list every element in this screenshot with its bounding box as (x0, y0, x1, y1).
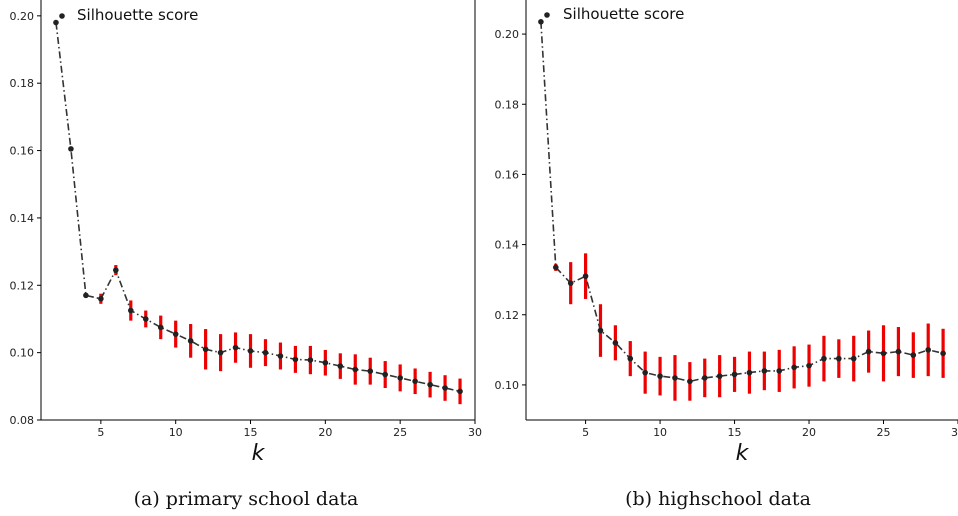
x-axis-label: k (736, 441, 750, 466)
data-point (940, 350, 946, 357)
data-point (806, 362, 812, 369)
data-point (98, 295, 104, 302)
y-tick-label: 0.16 (495, 168, 520, 181)
legend-marker (59, 13, 65, 19)
data-point (142, 316, 149, 322)
data-point (791, 364, 797, 371)
data-point (217, 349, 224, 356)
x-tick-label: 5 (97, 426, 104, 439)
data-point (895, 348, 902, 355)
x-tick-label: 20 (318, 426, 332, 439)
x-tick-label: 20 (802, 426, 816, 439)
data-point (262, 349, 269, 356)
data-point (127, 307, 134, 314)
data-point (701, 375, 708, 381)
data-point (247, 348, 254, 354)
y-tick-label: 0.14 (495, 239, 520, 252)
data-point (672, 375, 678, 381)
y-tick-label: 0.20 (10, 10, 35, 23)
data-point (412, 378, 418, 385)
data-point (397, 375, 403, 381)
y-tick-label: 0.12 (495, 309, 520, 322)
y-tick-label: 0.10 (10, 347, 35, 360)
y-tick-label: 0.08 (10, 414, 35, 427)
caption-primary-school: (a) primary school data (134, 488, 359, 510)
legend-marker (544, 12, 550, 18)
x-tick-label: 15 (244, 426, 258, 439)
data-point (761, 368, 768, 374)
data-point (457, 388, 463, 395)
data-point (925, 347, 932, 353)
data-point (567, 280, 574, 286)
data-point (687, 378, 693, 385)
data-point (865, 348, 872, 355)
series-line (540, 21, 944, 383)
y-tick-label: 0.16 (10, 145, 35, 158)
series-line (55, 22, 461, 393)
y-tick-label: 0.18 (10, 77, 35, 90)
x-tick-label: 15 (728, 426, 742, 439)
data-point (367, 368, 374, 374)
data-point (821, 355, 827, 362)
data-point (746, 369, 753, 376)
data-point (352, 366, 359, 373)
y-tick-label: 0.10 (495, 379, 520, 392)
x-tick-label: 10 (653, 426, 667, 439)
y-tick-label: 0.20 (495, 28, 520, 41)
x-tick-label: 30 (468, 426, 482, 439)
data-point (277, 353, 284, 359)
data-point (582, 273, 589, 279)
data-point (850, 355, 857, 362)
data-point (68, 146, 74, 152)
data-point (442, 385, 448, 391)
data-point (612, 340, 619, 346)
data-point (552, 264, 559, 271)
data-point (337, 363, 344, 369)
y-tick-label: 0.18 (495, 98, 520, 111)
data-point (627, 355, 634, 362)
data-point (538, 19, 544, 25)
x-tick-label: 30 (951, 426, 958, 439)
data-point (307, 357, 314, 363)
data-point (597, 327, 604, 334)
data-point (716, 373, 723, 379)
caption-highschool: (b) highschool data (625, 488, 811, 510)
data-point (53, 19, 59, 26)
data-point (187, 338, 194, 344)
panel-highschool: (b) highschool data 0.10 0.12 0.14 0.16 0.18… (495, 0, 958, 510)
data-point (642, 369, 648, 376)
data-point (776, 368, 783, 374)
y-tick-label: 0.14 (10, 212, 35, 225)
data-point (910, 352, 917, 358)
data-point (880, 350, 887, 357)
x-tick-label: 25 (877, 426, 891, 439)
data-point (172, 331, 179, 337)
data-point (427, 381, 433, 388)
data-point (292, 356, 299, 363)
data-point (157, 324, 164, 331)
panel-primary-school: (a) primary school data 0.08 0.10 0.12 0.14… (10, 0, 482, 510)
y-tick-label: 0.12 (10, 279, 35, 292)
data-point (83, 292, 89, 299)
data-point (202, 346, 209, 353)
legend-label: Silhouette score (563, 5, 684, 23)
data-point (232, 344, 239, 351)
x-axis-label: k (252, 441, 266, 466)
x-tick-label: 25 (393, 426, 407, 439)
data-point (836, 355, 842, 362)
data-point (657, 373, 663, 379)
data-point (113, 267, 119, 273)
data-point (322, 359, 329, 366)
legend-label: Silhouette score (77, 6, 198, 24)
data-point (382, 371, 389, 378)
x-tick-label: 10 (169, 426, 183, 439)
data-point (731, 371, 738, 378)
x-tick-label: 5 (582, 426, 589, 439)
